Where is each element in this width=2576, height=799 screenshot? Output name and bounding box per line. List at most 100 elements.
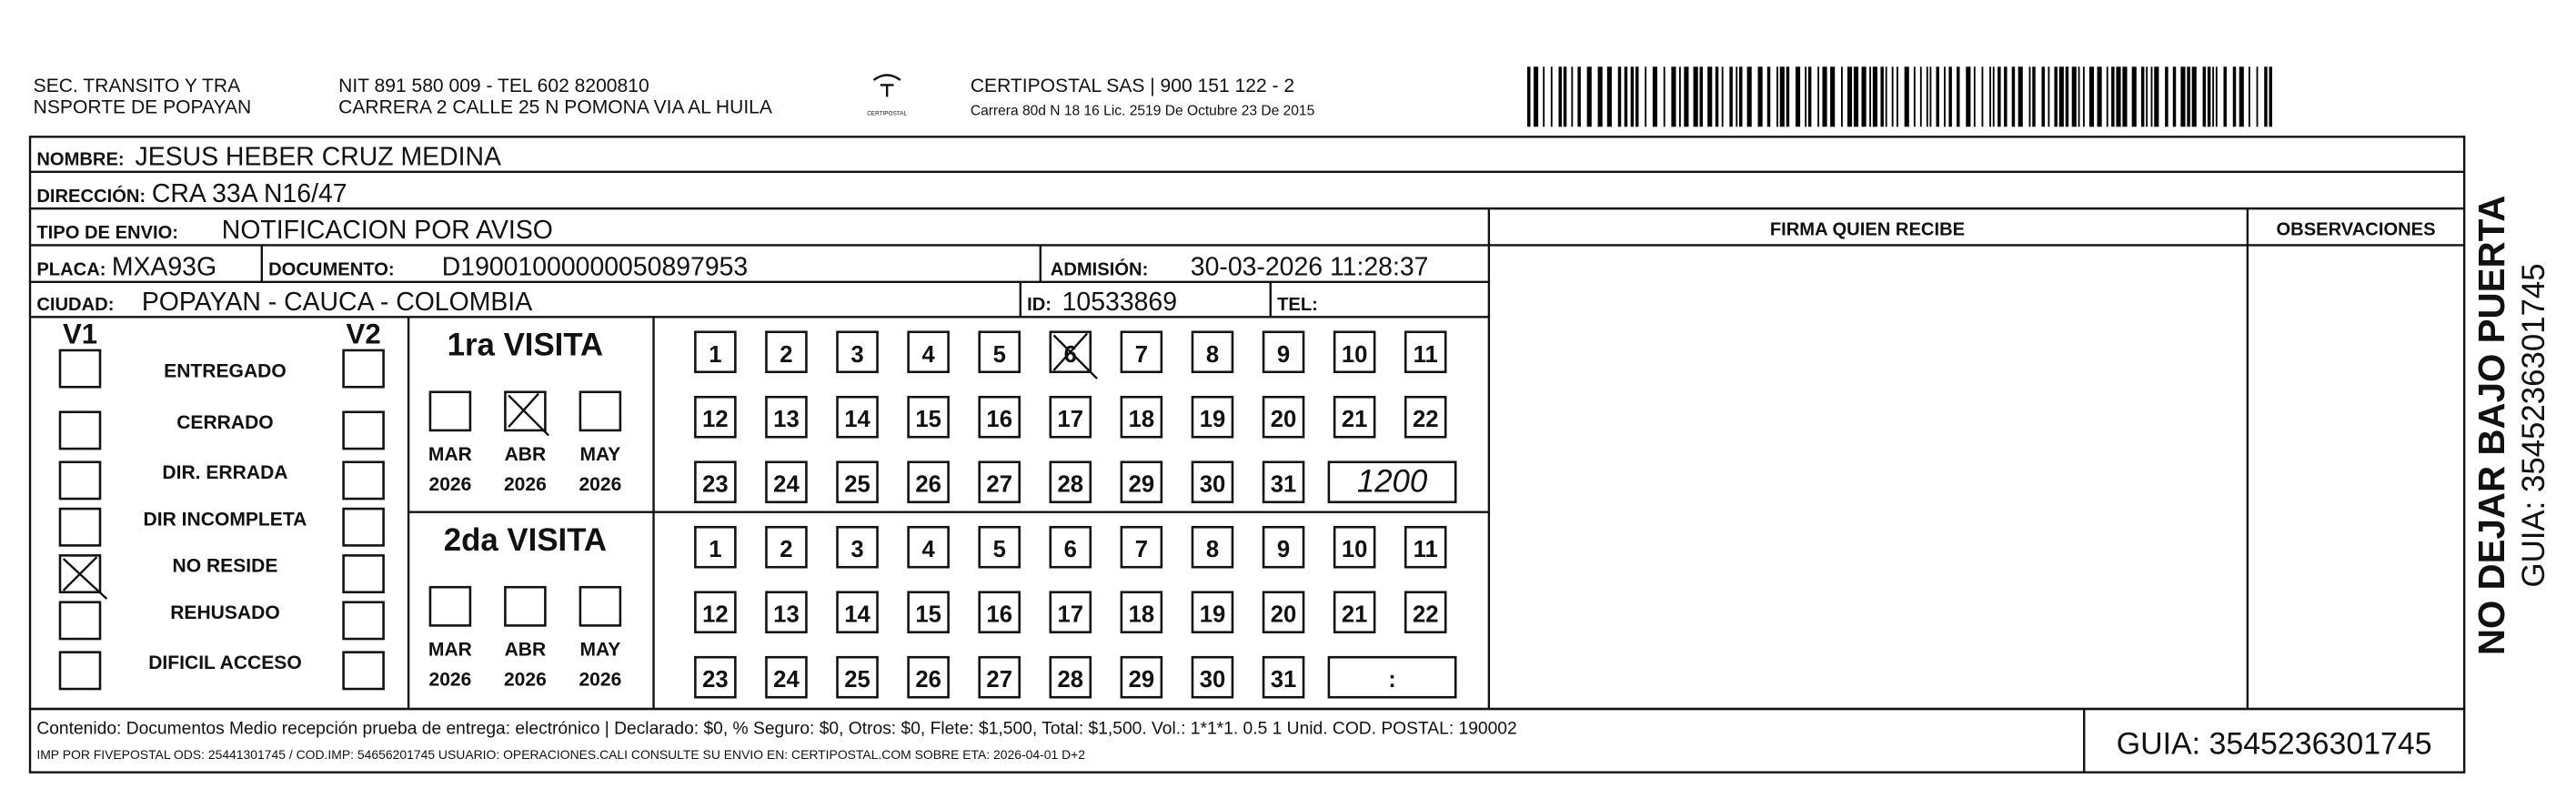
barcode-bar xyxy=(1635,66,1639,127)
day-number: 29 xyxy=(1129,667,1155,693)
barcode-bar xyxy=(2232,66,2237,127)
day-box xyxy=(978,460,1021,504)
column-label: V2 xyxy=(347,319,381,350)
day-number: 19 xyxy=(1200,602,1226,628)
day-box xyxy=(1262,460,1305,504)
barcode-bar xyxy=(1558,66,1562,127)
day-box xyxy=(978,525,1021,569)
barcode-bar xyxy=(1533,66,1539,127)
barcode-bar xyxy=(1805,66,1807,127)
barcode-bar xyxy=(1693,66,1698,127)
day-box xyxy=(1333,395,1376,439)
footer-frame xyxy=(28,707,2466,774)
checkbox xyxy=(342,410,385,450)
barcode-bar xyxy=(1563,66,1567,127)
barcode-bar xyxy=(1721,66,1724,127)
barcode-bar xyxy=(1550,66,1553,127)
barcode-bar xyxy=(1679,66,1681,127)
day-number: 28 xyxy=(1058,472,1084,498)
day-box xyxy=(836,395,879,439)
day-number: 15 xyxy=(915,407,941,432)
day-number: 5 xyxy=(993,342,1006,368)
day-box xyxy=(1262,591,1305,633)
checkbox xyxy=(342,554,385,593)
barcode-bar xyxy=(1795,66,1801,127)
barcode-bar xyxy=(1586,66,1592,127)
month-checkbox xyxy=(428,390,472,432)
footer-text: IMP POR FIVEPOSTAL ODS: 25441301745 / CO… xyxy=(36,747,1085,762)
barcode-bar xyxy=(1926,66,1928,127)
barcode-bar xyxy=(1904,66,1909,127)
barcode-bar xyxy=(1869,66,1871,127)
barcode-bar xyxy=(2111,66,2115,127)
barcode-bar xyxy=(1822,66,1827,127)
side-warning: NO DEJAR BAJO PUERTA xyxy=(2470,196,2512,655)
day-number: 3 xyxy=(850,342,863,368)
day-box xyxy=(978,395,1021,439)
barcode-bar xyxy=(2018,66,2023,127)
day-box xyxy=(694,655,737,699)
sender-info: NIT 891 580 009 - TEL 602 8200810 xyxy=(338,76,649,96)
month-label: ABR xyxy=(505,444,547,465)
day-number: 19 xyxy=(1200,407,1226,432)
day-number: 23 xyxy=(702,472,729,498)
footer-guia: GUIA: 3545236301745 xyxy=(2117,727,2432,762)
day-box xyxy=(1191,591,1234,633)
day-number: 15 xyxy=(915,602,941,628)
checkbox xyxy=(58,460,102,501)
checkbox xyxy=(342,601,385,641)
logo-icon xyxy=(872,74,901,97)
check-mark xyxy=(62,556,98,592)
barcode-bar xyxy=(1880,66,1884,127)
barcode-bar xyxy=(1606,66,1612,127)
month-checkbox xyxy=(579,585,622,627)
day-number: 20 xyxy=(1271,602,1297,628)
day-box xyxy=(1404,330,1447,374)
barcode-bar xyxy=(2140,66,2145,127)
barcode-bar xyxy=(2028,66,2031,127)
barcode-bar xyxy=(2146,66,2148,127)
barcode-bar xyxy=(1948,66,1952,127)
barcode-bar xyxy=(2088,66,2095,127)
barcode-bar xyxy=(1846,66,1853,127)
checkbox xyxy=(58,349,102,389)
day-number: 6 xyxy=(1064,537,1077,562)
barcode-bar xyxy=(1966,66,1971,127)
day-box xyxy=(907,591,950,633)
day-box xyxy=(836,330,879,374)
visit-title: 2da VISITA xyxy=(444,522,607,558)
day-box xyxy=(1262,655,1305,699)
day-number: 13 xyxy=(773,602,800,628)
barcode-bar xyxy=(1779,66,1785,127)
barcode-bar xyxy=(1543,66,1545,127)
barcode-bar xyxy=(1671,66,1676,127)
barcode-bar xyxy=(1663,66,1665,127)
status-option: REHUSADO xyxy=(170,602,280,623)
footer-text: Contenido: Documentos Medio recepción pr… xyxy=(36,720,1516,739)
day-number: 26 xyxy=(915,472,941,498)
barcode-bar xyxy=(1830,66,1836,127)
day-number: 28 xyxy=(1058,667,1084,693)
field-label: TEL: xyxy=(1277,295,1318,315)
day-number: 8 xyxy=(1206,537,1219,562)
barcode-bar xyxy=(1861,66,1867,127)
day-box xyxy=(907,460,950,504)
barcode-bar xyxy=(2239,66,2244,127)
day-box xyxy=(694,591,737,633)
day-number: 29 xyxy=(1129,472,1155,498)
year-label: 2026 xyxy=(428,669,471,690)
day-number: 4 xyxy=(921,537,935,562)
day-number: 31 xyxy=(1271,472,1297,498)
day-number: 24 xyxy=(773,667,800,693)
checkbox xyxy=(342,460,385,501)
day-box xyxy=(1120,591,1163,633)
day-number: 26 xyxy=(915,667,941,693)
barcode-bar xyxy=(2269,66,2273,127)
barcode-bar xyxy=(1527,66,1531,127)
day-number: 9 xyxy=(1277,342,1290,368)
day-box xyxy=(1262,330,1305,374)
column-header: FIRMA QUIEN RECIBE xyxy=(1770,219,1965,239)
day-box xyxy=(1404,591,1447,633)
